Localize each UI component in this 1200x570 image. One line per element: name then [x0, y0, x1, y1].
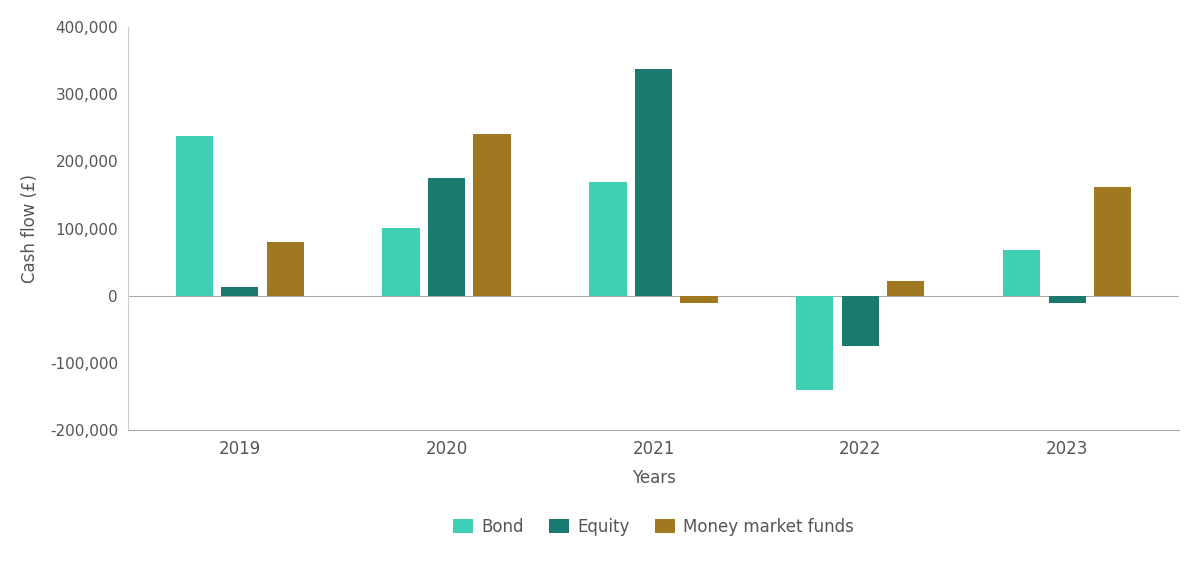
- Bar: [175, 136, 212, 296]
- Bar: [1003, 250, 1040, 296]
- Bar: [221, 287, 258, 296]
- Bar: [635, 68, 672, 296]
- Bar: [266, 242, 304, 296]
- Bar: [680, 296, 718, 303]
- Bar: [887, 281, 924, 296]
- X-axis label: Years: Years: [631, 469, 676, 487]
- Bar: [1094, 187, 1132, 296]
- Y-axis label: Cash flow (£): Cash flow (£): [20, 174, 38, 283]
- Bar: [589, 182, 626, 296]
- Legend: Bond, Equity, Money market funds: Bond, Equity, Money market funds: [446, 511, 860, 543]
- Bar: [428, 177, 466, 296]
- Bar: [383, 228, 420, 296]
- Bar: [797, 296, 834, 390]
- Bar: [841, 296, 878, 347]
- Bar: [474, 135, 511, 296]
- Bar: [1049, 296, 1086, 303]
